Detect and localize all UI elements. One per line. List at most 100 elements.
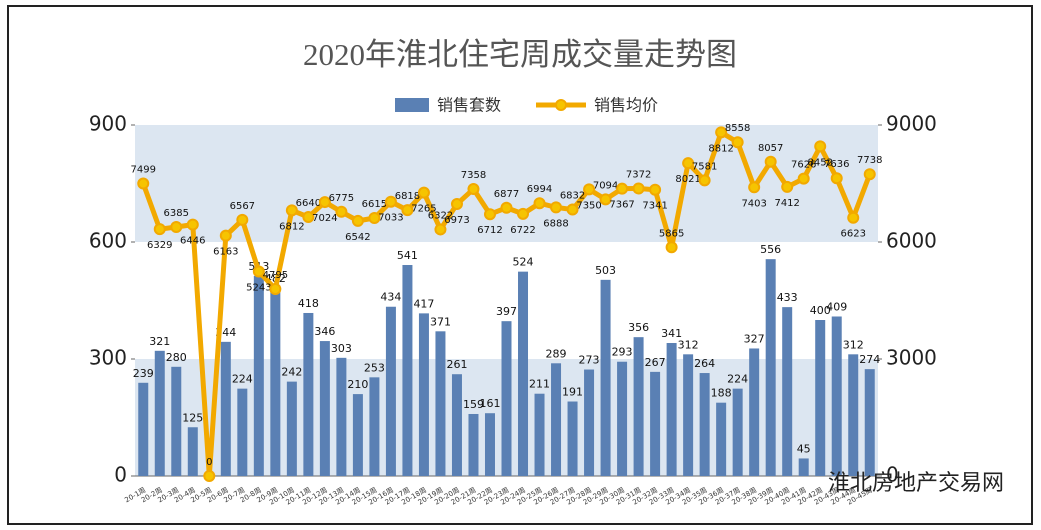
line-value-label: 6385 <box>164 208 189 219</box>
bar-value-label: 224 <box>232 373 253 386</box>
line-value-label: 0 <box>206 457 212 468</box>
line-value-label: 7636 <box>824 159 849 170</box>
legend-label: 销售均价 <box>594 96 658 115</box>
bar <box>633 337 644 476</box>
bar <box>584 369 595 476</box>
bar <box>270 288 281 476</box>
line-value-label: 7581 <box>692 161 717 172</box>
line-marker <box>566 203 579 216</box>
bar-value-label: 264 <box>694 357 715 370</box>
bar <box>451 374 462 476</box>
bar-value-label: 273 <box>579 354 600 367</box>
line-value-label: 6775 <box>329 193 354 204</box>
bar-value-label: 321 <box>149 335 170 348</box>
line-value-label: 8021 <box>675 174 700 185</box>
line-marker <box>797 172 810 185</box>
chart-title: 2020年淮北住宅周成交量走势图 <box>303 37 737 72</box>
bar <box>138 382 149 476</box>
bar <box>848 354 859 476</box>
legend: 销售套数 销售均价 <box>395 96 658 115</box>
bar <box>732 388 743 476</box>
line-value-label: 7094 <box>593 180 618 191</box>
line-value-label: 6722 <box>510 225 535 236</box>
bar <box>187 427 198 476</box>
line-marker <box>203 470 216 482</box>
bar <box>286 381 297 476</box>
line-marker <box>616 182 629 195</box>
bar <box>683 354 694 476</box>
bar <box>749 348 760 476</box>
bar <box>369 377 380 476</box>
line-value-label: 7367 <box>609 200 634 211</box>
line-value-label: 6446 <box>180 236 205 247</box>
line-marker <box>467 183 480 196</box>
line-marker <box>649 183 662 196</box>
line-value-label: 6163 <box>213 247 238 258</box>
y2-tick-label: 6000 <box>886 229 937 253</box>
line-marker <box>219 229 232 242</box>
bar <box>798 458 809 476</box>
plot: 0300600900030006000900020-1周20-2周20-3周20… <box>89 112 937 507</box>
line-marker <box>417 186 430 199</box>
line-marker <box>318 196 331 209</box>
line-marker <box>137 177 150 190</box>
line-value-label: 6322 <box>428 210 453 221</box>
bar-value-label: 267 <box>645 356 666 369</box>
bar-value-label: 191 <box>562 386 583 399</box>
line-value-label: 6623 <box>841 229 866 240</box>
bar-value-label: 503 <box>595 264 616 277</box>
bar <box>518 271 529 476</box>
line-value-label: 6640 <box>296 198 321 209</box>
line-marker <box>599 193 612 206</box>
bar <box>237 388 248 476</box>
watermark: 淮北房地产交易网 <box>828 471 1004 496</box>
line-marker <box>715 126 728 139</box>
line-marker <box>302 211 315 224</box>
bar-value-label: 433 <box>777 291 798 304</box>
bar <box>385 306 396 476</box>
legend-swatch <box>395 98 429 112</box>
bar <box>815 320 826 476</box>
bar-value-label: 210 <box>347 378 368 391</box>
line-value-label: 6818 <box>395 191 420 202</box>
line-marker <box>764 155 777 168</box>
line-value-label: 7499 <box>131 165 156 176</box>
line-value-label: 7372 <box>626 169 651 180</box>
line-value-label: 6994 <box>527 184 552 195</box>
line-marker <box>170 220 183 233</box>
y-tick-label: 900 <box>89 112 127 136</box>
bar-value-label: 242 <box>281 366 302 379</box>
bar-value-label: 289 <box>546 347 567 360</box>
line-value-label: 7403 <box>741 198 766 209</box>
bar <box>864 369 875 476</box>
line-marker <box>500 201 513 214</box>
bar <box>617 361 628 476</box>
line-marker <box>186 218 199 231</box>
bar <box>782 307 793 476</box>
bar <box>468 413 479 476</box>
line-marker <box>517 207 530 220</box>
line-marker <box>665 241 678 254</box>
bar-value-label: 409 <box>826 300 847 313</box>
bar-value-label: 556 <box>760 243 781 256</box>
line-value-label: 6877 <box>494 189 519 200</box>
line-value-label: 7024 <box>312 213 337 224</box>
bar <box>154 350 165 476</box>
line-marker <box>401 204 414 217</box>
line-value-label: 5865 <box>659 228 684 239</box>
line-value-label: 7350 <box>576 200 601 211</box>
legend-swatch <box>555 99 567 111</box>
line-value-label: 6888 <box>543 218 568 229</box>
bar <box>319 341 330 476</box>
line-marker <box>483 208 496 221</box>
bar-value-label: 524 <box>513 256 534 269</box>
line-value-label: 6812 <box>279 221 304 232</box>
line-marker <box>285 204 298 217</box>
bar <box>666 343 677 476</box>
bar-value-label: 161 <box>479 397 500 410</box>
bar <box>831 316 842 476</box>
line-value-label: 6567 <box>230 201 255 212</box>
bar <box>303 312 314 476</box>
